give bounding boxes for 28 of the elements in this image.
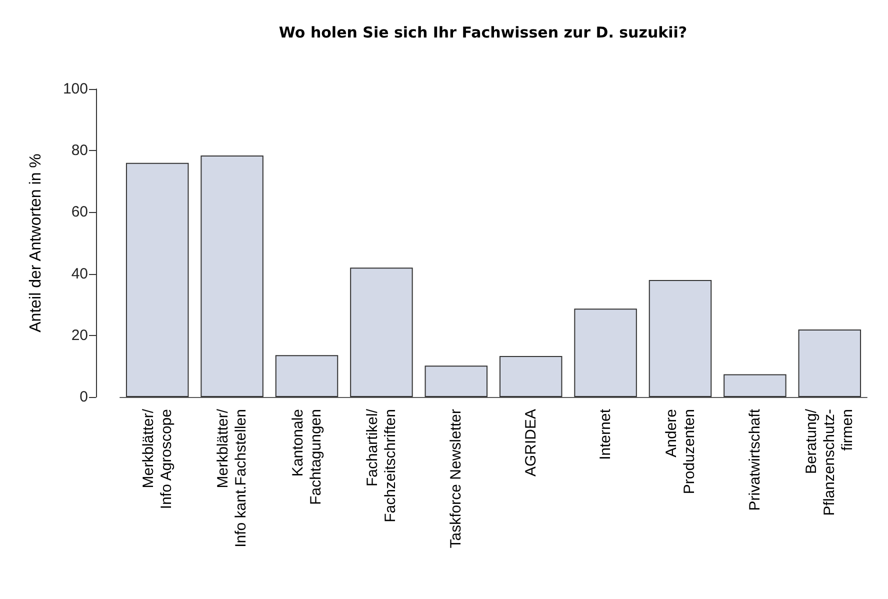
- y-tick-label: 20: [71, 326, 88, 344]
- bar: [424, 366, 488, 397]
- y-tick-label: 40: [71, 265, 88, 282]
- bar: [200, 156, 264, 397]
- x-tick-label: Fachartikel/ Fachzeitschriften: [364, 408, 399, 522]
- y-tick-label: 60: [71, 204, 88, 221]
- y-tick-label: 100: [62, 80, 88, 98]
- x-tick-label: Kantonale Fachtagungen: [289, 409, 324, 505]
- x-tick-label: AGRIDEA: [522, 409, 540, 477]
- bar: [574, 308, 637, 397]
- chart-title: Wo holen Sie sich Ihr Fachwissen zur D. suzukii?: [278, 24, 688, 42]
- bar: [724, 374, 786, 397]
- bar: [350, 268, 413, 397]
- bar: [275, 355, 338, 397]
- x-tick-label: Privatwirtschaft: [746, 408, 764, 511]
- y-tick-label: 0: [80, 388, 88, 406]
- x-tick-label: Merkblätter/ Info kant.Fachstellen: [214, 408, 250, 548]
- bar: [499, 356, 562, 397]
- x-tick-label: Internet: [597, 408, 614, 460]
- y-tick-label: 80: [71, 142, 88, 160]
- bar: [126, 162, 189, 397]
- y-axis-title: Anteil der Antworten in %: [28, 154, 44, 332]
- x-tick-label: Beratung/ Pflanzenschutz- firmen: [803, 408, 856, 516]
- bar: [648, 280, 712, 397]
- x-tick-label: Taskforce Newsletter: [448, 409, 465, 548]
- x-tick-label: Andere Produzenten: [662, 409, 698, 494]
- x-tick-label: Merkblätter/ Info Agroscope: [140, 408, 175, 510]
- bar: [798, 330, 862, 397]
